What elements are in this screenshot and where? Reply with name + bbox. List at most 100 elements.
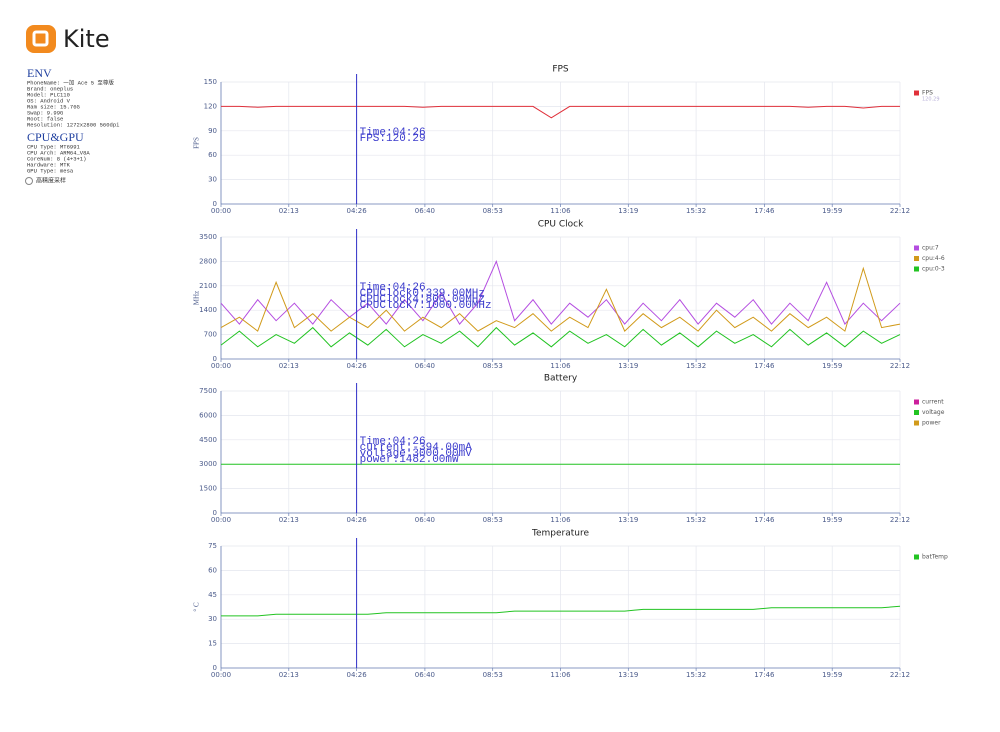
- cpu-item: CoreNum: 8 (4+3+1): [27, 155, 86, 162]
- legend-label: power: [922, 420, 941, 427]
- x-tick-label: 15:32: [686, 516, 706, 524]
- legend-label: cpu:7: [922, 245, 939, 252]
- legend-label: current: [922, 399, 944, 406]
- legend-note: 120.29: [922, 97, 940, 103]
- y-tick-label: 1500: [199, 485, 217, 493]
- legend-label: voltage: [922, 409, 945, 416]
- y-tick-label: 60: [208, 566, 217, 574]
- x-tick-label: 00:00: [211, 671, 231, 679]
- env-item: PhoneName: 一加 Ace 5 至尊版: [27, 78, 114, 86]
- chart-title: Battery: [544, 374, 578, 384]
- tooltip-line: current:-394.00mA: [360, 442, 473, 454]
- x-tick-label: 02:13: [279, 671, 299, 679]
- x-tick-label: 19:59: [822, 516, 842, 524]
- y-tick-label: 7500: [199, 387, 217, 395]
- env-title: ENV: [27, 66, 52, 80]
- x-tick-label: 08:53: [483, 362, 503, 370]
- y-axis-label: ° C: [193, 602, 201, 612]
- tooltip-line: CPUClock0:339.00MHz: [360, 288, 485, 300]
- y-tick-label: 90: [208, 127, 217, 135]
- legend-label: cpu:4-6: [922, 255, 945, 262]
- env-item: Model: PLC110: [27, 91, 70, 98]
- legend-swatch: [914, 410, 919, 415]
- y-axis-label: FPS: [193, 137, 201, 149]
- y-tick-label: 0: [213, 355, 217, 363]
- env-item: Brand: oneplus: [27, 85, 73, 92]
- y-tick-label: 30: [208, 615, 217, 623]
- legend-label: batTemp: [922, 554, 948, 561]
- x-tick-label: 06:40: [415, 671, 435, 679]
- legend-swatch: [914, 399, 919, 405]
- legend-label: FPS: [922, 90, 933, 97]
- x-tick-label: 19:59: [822, 362, 842, 370]
- x-tick-label: 08:53: [483, 671, 503, 679]
- x-tick-label: 06:40: [415, 516, 435, 524]
- tooltip-line: Time:04:26: [360, 436, 426, 448]
- y-tick-label: 700: [204, 331, 217, 339]
- radio[interactable]: [25, 177, 33, 185]
- cpu-item: Hardware: MTK: [27, 161, 71, 168]
- x-tick-label: 08:53: [483, 516, 503, 524]
- legend-swatch: [914, 420, 919, 426]
- x-tick-label: 11:06: [550, 671, 571, 679]
- x-tick-label: 04:26: [347, 516, 368, 524]
- x-tick-label: 00:00: [211, 207, 231, 215]
- x-tick-label: 15:32: [686, 362, 706, 370]
- x-tick-label: 17:46: [754, 671, 775, 679]
- x-tick-label: 08:53: [483, 207, 503, 215]
- x-tick-label: 00:00: [211, 516, 231, 524]
- y-tick-label: 0: [213, 200, 217, 208]
- env-item: Root: false: [27, 115, 63, 122]
- y-tick-label: 6000: [199, 411, 217, 419]
- x-tick-label: 00:00: [211, 362, 231, 370]
- x-tick-label: 11:06: [550, 207, 571, 215]
- y-tick-label: 3500: [199, 233, 217, 241]
- chart-title: Temperature: [531, 529, 589, 539]
- x-tick-label: 02:13: [279, 362, 299, 370]
- x-tick-label: 02:13: [279, 207, 299, 215]
- legend-swatch: [914, 90, 919, 96]
- x-tick-label: 06:40: [415, 362, 435, 370]
- cpu-title: CPU&GPU: [27, 130, 84, 144]
- y-axis-label: MHz: [193, 291, 201, 305]
- env-item: OS: Android V: [27, 97, 71, 104]
- x-tick-label: 22:12: [890, 671, 910, 679]
- series-line: [220, 266, 901, 332]
- series-line: [221, 105, 900, 119]
- y-tick-label: 15: [208, 640, 217, 648]
- x-tick-label: 04:26: [347, 362, 368, 370]
- brand: Kite: [63, 25, 110, 53]
- y-tick-label: 60: [208, 151, 217, 159]
- x-tick-label: 19:59: [822, 207, 842, 215]
- env-item: Swap: 9.99G: [27, 109, 63, 116]
- tooltip-line: CPUClock7:1000.00MHz: [360, 300, 492, 312]
- option-label: 高精度采样: [36, 177, 66, 185]
- x-tick-label: 15:32: [686, 671, 706, 679]
- x-tick-label: 19:59: [822, 671, 842, 679]
- y-tick-label: 0: [213, 664, 217, 672]
- series-line: [220, 326, 901, 348]
- x-tick-label: 13:19: [618, 516, 638, 524]
- x-tick-label: 17:46: [754, 207, 775, 215]
- series-line: [221, 605, 901, 617]
- y-tick-label: 45: [208, 591, 217, 599]
- y-tick-label: 30: [208, 176, 217, 184]
- y-tick-label: 120: [204, 102, 217, 110]
- series-line: [220, 259, 901, 326]
- x-tick-label: 15:32: [686, 207, 706, 215]
- y-tick-label: 2100: [199, 282, 217, 290]
- x-tick-label: 11:06: [550, 362, 571, 370]
- x-tick-label: 22:12: [890, 362, 910, 370]
- chart-title: FPS: [552, 65, 569, 75]
- tooltip-line: Time:04:26: [360, 127, 426, 139]
- y-tick-label: 150: [204, 78, 217, 86]
- logo-icon: [26, 25, 56, 53]
- chart-title: CPU Clock: [538, 220, 584, 230]
- tooltip-line: CPUClock4:800.00MHz: [360, 294, 485, 306]
- x-tick-label: 17:46: [754, 516, 775, 524]
- cpu-item: CPU Type: MT6991: [27, 143, 81, 150]
- logo-glyph: [32, 30, 49, 47]
- y-tick-label: 1400: [199, 306, 217, 314]
- x-tick-label: 06:40: [415, 207, 435, 215]
